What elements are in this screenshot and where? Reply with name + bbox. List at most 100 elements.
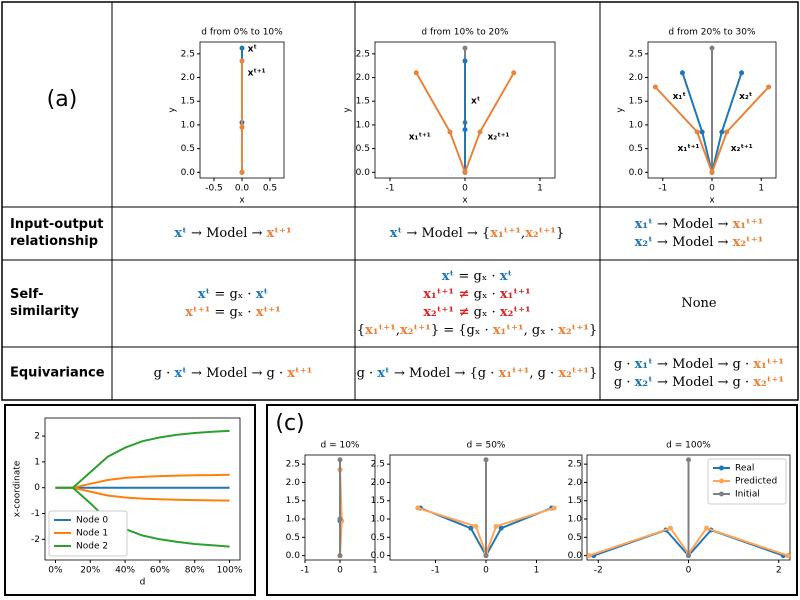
y-tick-label: 2 xyxy=(34,432,40,442)
x-tick-label: -0.5 xyxy=(205,184,223,194)
cell-text: xᵗ⁺¹ xyxy=(185,305,210,320)
point xyxy=(739,70,745,76)
point xyxy=(679,70,685,76)
y-tick-label: 0.5 xyxy=(629,144,643,154)
point xyxy=(239,58,245,64)
cell-text: = gₓ · xyxy=(210,287,255,302)
cell-text: xᵗ xyxy=(442,269,455,284)
y-tick-label: 2.0 xyxy=(371,478,386,488)
point xyxy=(586,553,592,559)
y-tick-label: 1.5 xyxy=(568,496,582,506)
y-tick-label: 2.5 xyxy=(356,49,370,59)
legend-marker xyxy=(719,465,724,471)
chart-title: d from 20% to 30% xyxy=(668,28,756,38)
cell-text: x₁ᵗ⁺¹ xyxy=(499,366,530,381)
cell-text: None xyxy=(681,296,717,311)
point xyxy=(686,553,691,559)
panel-label: (a) xyxy=(47,87,78,112)
point xyxy=(686,457,691,463)
point xyxy=(447,129,453,135)
point xyxy=(667,525,673,531)
x-tick-label: 0 xyxy=(686,566,692,576)
y-tick-label: 0.5 xyxy=(356,144,370,154)
legend-frame xyxy=(48,510,128,557)
point xyxy=(239,124,245,130)
x-tick-label: 1 xyxy=(537,184,543,194)
y-tick-label: 2.5 xyxy=(286,460,300,470)
annotation: x₁ᵗ⁺¹ xyxy=(409,132,431,142)
annotation: x₂ᵗ⁺¹ xyxy=(731,144,753,154)
x-tick-label: 0.0 xyxy=(235,184,250,194)
y-tick-label: 1.5 xyxy=(181,97,195,107)
x-tick-label: 1 xyxy=(372,566,378,576)
point xyxy=(551,505,557,511)
point xyxy=(766,84,772,90)
cell-text: → Model → g · xyxy=(653,375,753,390)
cell-text: → Model → xyxy=(653,217,733,232)
cell-line: g · x₁ᵗ → Model → g · x₁ᵗ⁺¹ xyxy=(614,357,784,372)
panel-label: (c) xyxy=(275,411,304,436)
y-tick-label: 2.5 xyxy=(181,49,195,59)
x-tick-label: -1 xyxy=(431,566,440,576)
cell-text: x₂ᵗ⁺¹ xyxy=(733,235,764,250)
y-tick-label: 0.5 xyxy=(181,144,195,154)
row-header: Input-output xyxy=(10,217,103,232)
panel-frame xyxy=(266,404,798,596)
point xyxy=(462,45,468,51)
y-axis-label: y xyxy=(168,107,178,113)
y-tick-label: 2.5 xyxy=(371,460,385,470)
y-tick-label: 2.0 xyxy=(568,478,583,488)
cell-text: = gₓ · xyxy=(210,305,255,320)
cell-line: x₂ᵗ⁺¹ ≠ gₓ · x₂ᵗ⁺¹ xyxy=(423,305,530,320)
cell-text: , xyxy=(396,323,400,338)
annotation: x₁ᵗ xyxy=(673,92,686,102)
cell-text: xᵗ xyxy=(256,287,269,302)
cell-line: xᵗ⁺¹ = gₓ · xᵗ⁺¹ xyxy=(185,305,281,320)
annotation: x₂ᵗ⁺¹ xyxy=(488,132,510,142)
point xyxy=(699,129,705,135)
cell-text: gₓ · xyxy=(470,305,500,320)
cell-text: xᵗ xyxy=(174,226,187,241)
y-tick-label: 2.5 xyxy=(568,460,582,470)
cell-text: x₁ᵗ⁺¹ xyxy=(753,357,784,372)
cell-text: , xyxy=(521,226,525,241)
x-tick-label: -1 xyxy=(658,184,667,194)
y-tick-label: 0.5 xyxy=(286,533,300,543)
cell-text: xᵗ xyxy=(500,269,513,284)
cell-line: x₁ᵗ → Model → x₁ᵗ⁺¹ xyxy=(635,217,764,232)
x-axis-label: x xyxy=(462,196,468,206)
cell-text: x₁ᵗ xyxy=(635,357,653,372)
cell-text: } xyxy=(589,323,597,338)
y-tick-label: 2.0 xyxy=(629,73,644,83)
y-tick-label: 1.5 xyxy=(286,496,300,506)
series-line xyxy=(55,473,230,502)
point xyxy=(462,127,468,133)
cell-text: g · xyxy=(357,366,378,381)
point xyxy=(413,70,419,76)
y-tick-label: 0.5 xyxy=(371,533,385,543)
cell-line: xᵗ = gₓ · xᵗ xyxy=(198,287,269,302)
y-tick-label: 2.0 xyxy=(181,73,196,83)
x-axis-label: d xyxy=(140,578,146,588)
cell-text: xᵗ xyxy=(390,226,403,241)
x-tick-label: 0% xyxy=(48,566,63,576)
point xyxy=(415,505,421,511)
y-tick-label: 0.0 xyxy=(181,168,196,178)
cell-text: g · xyxy=(154,366,175,381)
annotation: x₁ᵗ⁺¹ xyxy=(678,144,700,154)
y-tick-label: 1.0 xyxy=(356,120,371,130)
chart-title: d = 10% xyxy=(321,441,360,451)
y-tick-label: 1.0 xyxy=(568,515,583,525)
cell-text: gₓ · xyxy=(470,287,500,302)
y-tick-label: 1 xyxy=(34,457,40,467)
y-tick-label: -2 xyxy=(31,535,40,545)
point xyxy=(473,523,479,529)
cell-line: {x₁ᵗ⁺¹,x₂ᵗ⁺¹} = {gₓ · x₁ᵗ⁺¹, gₓ · x₂ᵗ⁺¹} xyxy=(357,323,597,338)
cell-text: → Model → xyxy=(653,235,733,250)
cell-text: x₂ᵗ⁺¹ xyxy=(558,323,589,338)
cell-text: = gₓ · xyxy=(454,269,499,284)
cell-text: xᵗ xyxy=(377,366,390,381)
x-tick-label: 1 xyxy=(534,566,540,576)
cell-text: x₁ᵗ⁺¹ xyxy=(365,323,396,338)
x-tick-label: 0 xyxy=(337,566,343,576)
